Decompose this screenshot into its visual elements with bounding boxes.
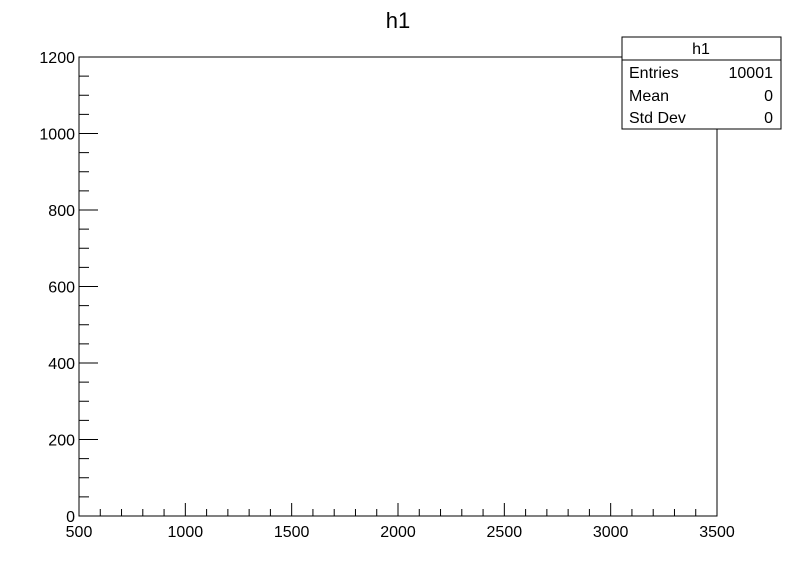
y-axis: 0 200 400 600 800 1000 1200	[39, 50, 98, 526]
y-tick-label: 200	[48, 433, 75, 450]
y-tick-label: 600	[48, 280, 75, 297]
chart-title: h1	[386, 8, 410, 33]
x-tick-label: 1000	[168, 524, 204, 541]
stats-box-title: h1	[692, 41, 710, 58]
x-axis: 500 1000 1500 2000 2500 3000 3500	[66, 503, 735, 541]
stats-entries-value: 10001	[729, 65, 774, 82]
y-tick-label: 400	[48, 356, 75, 373]
x-tick-label: 3000	[593, 524, 629, 541]
stats-box-frame	[621, 36, 782, 130]
y-tick-label: 0	[66, 509, 75, 526]
plot-frame	[78, 56, 718, 517]
y-tick-label: 1200	[39, 50, 75, 67]
stats-entries-label: Entries	[629, 65, 679, 82]
x-tick-label: 1500	[274, 524, 310, 541]
y-tick-label: 800	[48, 203, 75, 220]
stats-mean-label: Mean	[629, 88, 669, 105]
stats-box: h1 Entries 10001 Mean 0 Std Dev 0	[621, 36, 782, 130]
x-tick-label: 3500	[699, 524, 735, 541]
stats-stddev-label: Std Dev	[629, 110, 686, 127]
stats-stddev-value: 0	[764, 110, 773, 127]
x-tick-label: 2000	[380, 524, 416, 541]
x-tick-label: 500	[66, 524, 93, 541]
y-tick-label: 1000	[39, 127, 75, 144]
stats-mean-value: 0	[764, 88, 773, 105]
x-tick-label: 2500	[487, 524, 523, 541]
